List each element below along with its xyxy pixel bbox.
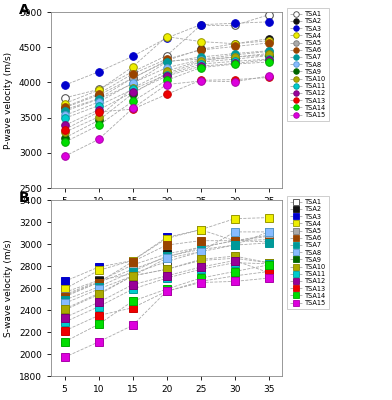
Text: B: B [18, 191, 29, 205]
Text: A: A [18, 3, 29, 17]
X-axis label: Differential pressure (MPa): Differential pressure (MPa) [106, 212, 227, 220]
Legend: TSA1, TSA2, TSA3, TSA4, TSA5, TSA6, TSA7, TSA8, TSA9, TSA10, TSA11, TSA12, TSA13: TSA1, TSA2, TSA3, TSA4, TSA5, TSA6, TSA7… [287, 196, 329, 309]
Y-axis label: S-wave velocity (m/s): S-wave velocity (m/s) [4, 239, 13, 337]
Y-axis label: P-wave velocity (m/s): P-wave velocity (m/s) [4, 52, 13, 148]
Legend: TSA1, TSA2, TSA3, TSA4, TSA5, TSA6, TSA7, TSA8, TSA9, TSA10, TSA11, TSA12, TSA13: TSA1, TSA2, TSA3, TSA4, TSA5, TSA6, TSA7… [287, 8, 329, 121]
